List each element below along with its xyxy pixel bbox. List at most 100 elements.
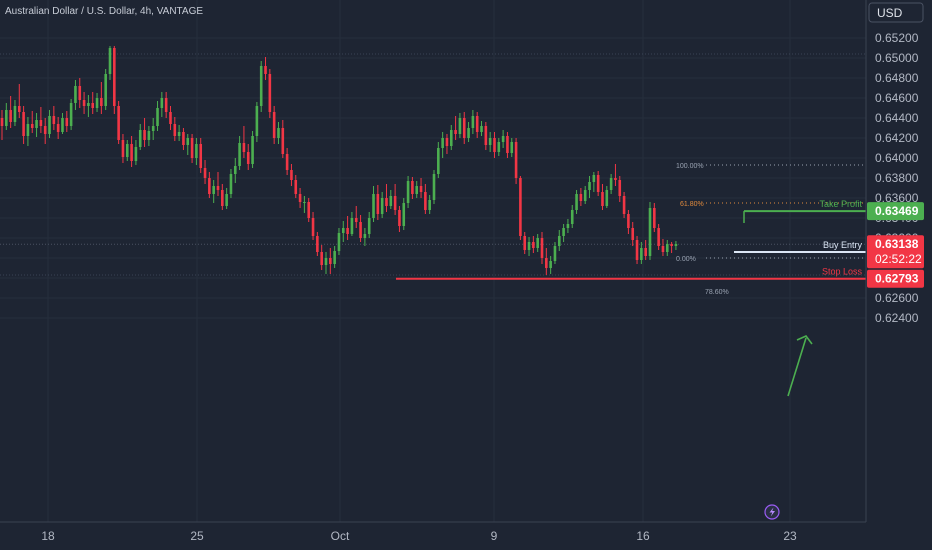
candle <box>411 177 414 199</box>
candle <box>143 118 146 147</box>
candle <box>190 134 194 163</box>
candle-body <box>30 124 34 128</box>
candle <box>467 122 470 142</box>
candle <box>337 228 341 255</box>
candle-body <box>199 144 203 168</box>
candle-body <box>549 261 552 268</box>
candle-body <box>337 233 341 251</box>
candle <box>389 190 393 209</box>
candle <box>635 236 639 264</box>
symbol-title: Australian Dollar / U.S. Dollar, 4h, VAN… <box>5 6 203 17</box>
candle-body <box>579 194 583 201</box>
candle-body <box>493 138 496 152</box>
candle-body <box>570 210 574 224</box>
candle <box>160 92 164 117</box>
candle-body <box>393 196 397 210</box>
candle <box>329 248 332 274</box>
candle-body <box>290 170 293 180</box>
lightning-icon[interactable] <box>764 504 780 520</box>
candle <box>631 222 635 246</box>
candle-body <box>329 258 332 264</box>
candle-body <box>78 86 82 100</box>
price-tag <box>867 202 924 221</box>
candle-body <box>372 194 375 218</box>
candle <box>316 232 319 256</box>
candle-body <box>277 128 280 138</box>
level-label: Buy Entry <box>823 240 863 250</box>
candle-body <box>635 240 639 260</box>
candle <box>173 117 177 141</box>
candle-body <box>519 178 522 236</box>
currency-button[interactable]: USD <box>868 2 924 23</box>
price-tick-label: 0.63600 <box>875 191 919 205</box>
candle <box>177 125 181 141</box>
candle <box>363 228 367 246</box>
candle-body <box>190 138 194 158</box>
time-axis[interactable]: 18 25 Oct 9 16 23 <box>41 529 797 543</box>
candle <box>441 132 444 158</box>
candle <box>26 117 30 146</box>
candle <box>333 246 336 268</box>
fib-label: 0.00% <box>676 256 696 263</box>
candle-body <box>216 186 220 190</box>
candle-body <box>471 116 475 128</box>
candle-body <box>225 194 228 206</box>
price-tick-label: 0.62400 <box>875 311 919 325</box>
price-tag-value: 0.62793 <box>875 272 919 286</box>
candle-body <box>458 118 462 134</box>
candle-body <box>333 251 336 264</box>
price-tick-label: 0.64800 <box>875 71 919 85</box>
candle <box>225 188 228 209</box>
candle-body <box>143 130 146 140</box>
candle <box>376 185 380 220</box>
candle <box>186 134 190 155</box>
time-tick-label: 23 <box>783 529 797 543</box>
candle <box>251 131 254 168</box>
candle-body <box>259 66 263 106</box>
candle-body <box>532 242 535 248</box>
price-tick-label: 0.62600 <box>875 291 919 305</box>
bar-countdown: 02:52:22 <box>875 252 922 266</box>
candle <box>640 242 643 264</box>
candle-body <box>540 238 544 258</box>
candle <box>22 106 25 144</box>
candle <box>277 122 280 144</box>
candle <box>553 242 557 264</box>
candle <box>406 176 410 208</box>
candle <box>501 130 505 148</box>
candle <box>424 184 427 214</box>
arrow-shaft <box>787 337 807 397</box>
price-tag <box>867 269 924 288</box>
candle <box>320 245 323 270</box>
price-axis[interactable]: 0.65200 0.65000 0.64800 0.64600 0.64400 0.642… <box>867 31 924 325</box>
candle <box>341 221 345 242</box>
candle <box>199 138 203 173</box>
candle <box>493 132 496 158</box>
candle-body <box>445 138 449 146</box>
candle <box>385 184 388 212</box>
candle <box>497 138 501 156</box>
candle <box>506 132 509 158</box>
candle-body <box>272 112 276 138</box>
candle <box>39 107 43 133</box>
candle <box>346 216 349 240</box>
candle-body <box>640 248 643 260</box>
candle <box>229 169 233 198</box>
candle <box>657 224 660 250</box>
candle-body <box>614 178 617 180</box>
candle-body <box>186 138 190 145</box>
candle <box>462 112 466 144</box>
candle <box>437 142 440 178</box>
candle-body <box>424 192 427 210</box>
candle <box>242 126 246 158</box>
candle <box>17 84 21 118</box>
candle-body <box>402 203 406 226</box>
candle <box>203 160 207 184</box>
candle <box>350 212 354 236</box>
time-tick-label: 18 <box>41 529 55 543</box>
candle-body <box>212 186 215 194</box>
candle <box>259 61 263 112</box>
candle <box>359 215 362 242</box>
candle-body <box>437 148 440 174</box>
